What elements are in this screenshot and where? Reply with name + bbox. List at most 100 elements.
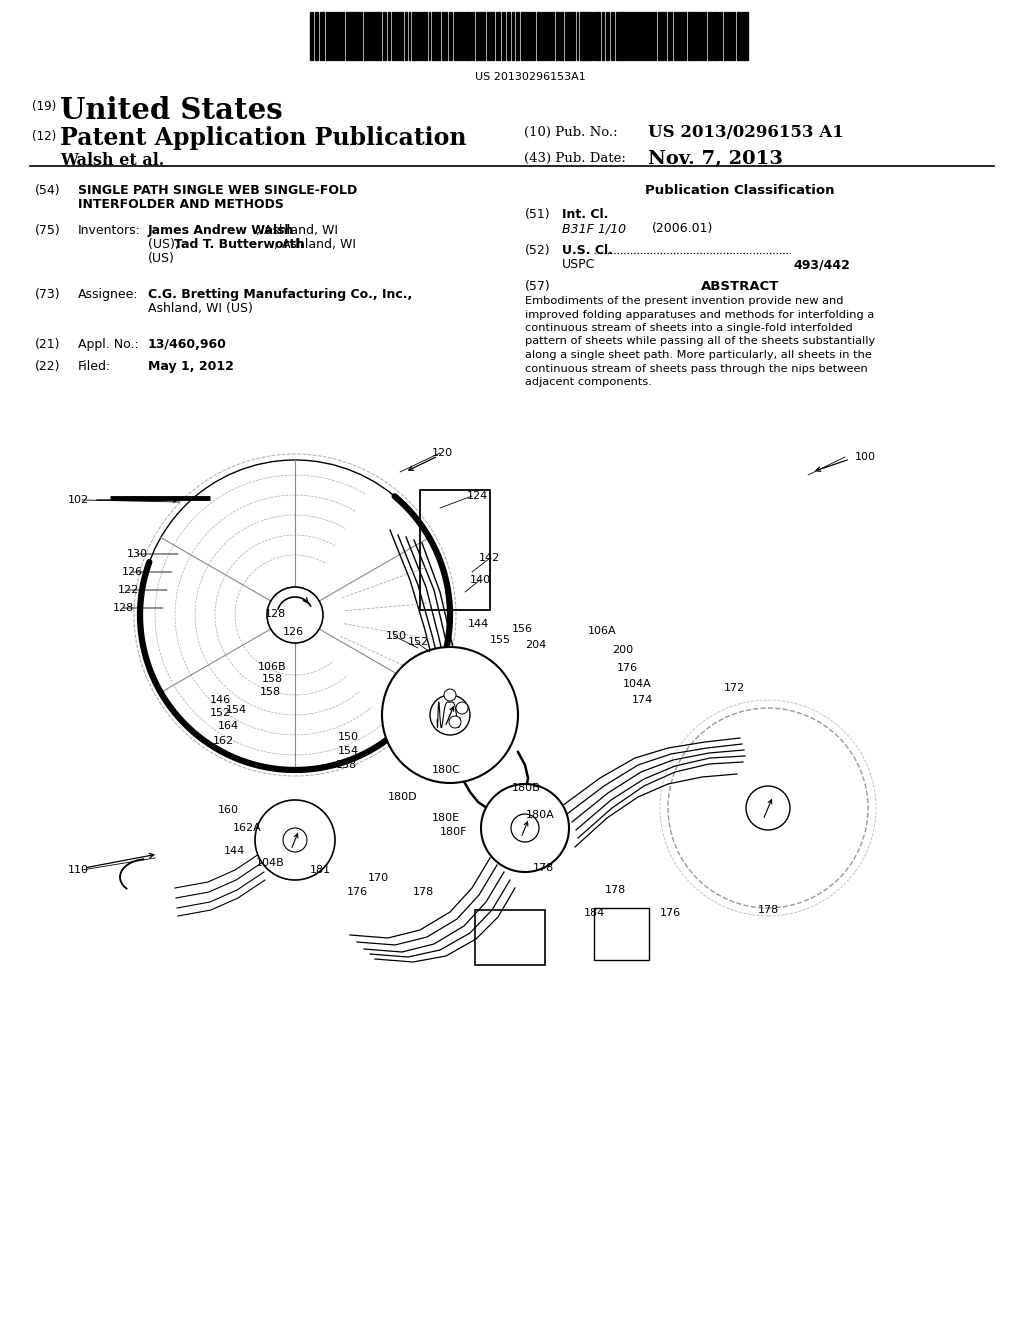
Bar: [590, 12, 592, 59]
Bar: [412, 12, 415, 59]
Text: US 2013/0296153 A1: US 2013/0296153 A1: [648, 124, 844, 141]
Text: 102: 102: [68, 495, 89, 506]
Text: 155: 155: [490, 635, 511, 645]
Text: (51): (51): [525, 209, 551, 220]
Bar: [350, 12, 353, 59]
Text: INTERFOLDER AND METHODS: INTERFOLDER AND METHODS: [78, 198, 284, 211]
Bar: [602, 12, 604, 59]
Bar: [420, 490, 490, 610]
Text: 176: 176: [617, 663, 638, 673]
Bar: [597, 12, 600, 59]
Text: C.G. Bretting Manufacturing Co., Inc.,: C.G. Bretting Manufacturing Co., Inc.,: [148, 288, 413, 301]
Text: , Ashland, WI: , Ashland, WI: [256, 224, 338, 238]
Circle shape: [283, 828, 307, 851]
Bar: [475, 909, 545, 965]
Bar: [378, 12, 381, 59]
Text: 204: 204: [525, 640, 546, 649]
Bar: [406, 12, 407, 59]
Bar: [625, 12, 627, 59]
Bar: [527, 12, 529, 59]
Text: 493/442: 493/442: [793, 257, 850, 271]
Text: 120: 120: [432, 447, 454, 458]
Circle shape: [511, 814, 539, 842]
Text: 180A: 180A: [526, 810, 555, 820]
Text: 104A: 104A: [623, 678, 651, 689]
Circle shape: [382, 647, 518, 783]
Text: 178: 178: [413, 887, 434, 898]
Text: 158: 158: [336, 760, 357, 770]
Text: 178: 178: [758, 906, 779, 915]
Text: 150: 150: [338, 733, 359, 742]
Bar: [339, 12, 341, 59]
Bar: [569, 12, 572, 59]
Bar: [476, 12, 478, 59]
Bar: [342, 12, 344, 59]
Text: 154: 154: [338, 746, 359, 756]
Text: along a single sheet path. More particularly, all sheets in the: along a single sheet path. More particul…: [525, 350, 871, 360]
Bar: [699, 12, 701, 59]
Text: 180F: 180F: [440, 828, 468, 837]
Text: (57): (57): [525, 280, 551, 293]
Bar: [364, 12, 367, 59]
Bar: [688, 12, 690, 59]
Bar: [401, 12, 403, 59]
Bar: [374, 12, 377, 59]
Text: Assignee:: Assignee:: [78, 288, 138, 301]
Text: (54): (54): [35, 183, 60, 197]
Text: 172: 172: [724, 682, 745, 693]
Bar: [445, 12, 447, 59]
Bar: [662, 12, 664, 59]
Text: 154: 154: [226, 705, 247, 715]
Text: 144: 144: [468, 619, 489, 630]
Text: 184: 184: [584, 908, 605, 917]
Text: SINGLE PATH SINGLE WEB SINGLE-FOLD: SINGLE PATH SINGLE WEB SINGLE-FOLD: [78, 183, 357, 197]
Bar: [438, 12, 440, 59]
Bar: [487, 12, 489, 59]
Bar: [537, 12, 539, 59]
Text: 144: 144: [224, 846, 246, 855]
Text: Walsh et al.: Walsh et al.: [60, 152, 164, 169]
Text: Inventors:: Inventors:: [78, 224, 141, 238]
Text: Publication Classification: Publication Classification: [645, 183, 835, 197]
Text: 104B: 104B: [256, 858, 285, 869]
Bar: [556, 12, 559, 59]
Bar: [507, 12, 510, 59]
Bar: [733, 12, 735, 59]
Text: US 20130296153A1: US 20130296153A1: [475, 73, 586, 82]
Bar: [548, 12, 550, 59]
Bar: [357, 12, 359, 59]
Bar: [434, 12, 437, 59]
Text: (43) Pub. Date:: (43) Pub. Date:: [524, 152, 626, 165]
Text: ABSTRACT: ABSTRACT: [700, 280, 779, 293]
Text: 176: 176: [660, 908, 681, 917]
Text: 180C: 180C: [432, 766, 461, 775]
Bar: [737, 12, 740, 59]
Text: 174: 174: [632, 696, 653, 705]
Text: 181: 181: [310, 865, 331, 875]
Text: 126: 126: [122, 568, 143, 577]
Text: 152: 152: [210, 708, 231, 718]
Bar: [521, 12, 523, 59]
Text: improved folding apparatuses and methods for interfolding a: improved folding apparatuses and methods…: [525, 309, 874, 319]
Text: 176: 176: [347, 887, 368, 898]
Bar: [396, 12, 398, 59]
Text: pattern of sheets while passing all of the sheets substantially: pattern of sheets while passing all of t…: [525, 337, 876, 346]
Bar: [746, 12, 748, 59]
Text: 150: 150: [386, 631, 407, 642]
Bar: [560, 12, 563, 59]
Text: (10) Pub. No.:: (10) Pub. No.:: [524, 125, 617, 139]
Bar: [465, 12, 468, 59]
Bar: [322, 12, 324, 59]
Bar: [651, 12, 653, 59]
Bar: [315, 12, 318, 59]
Text: (US): (US): [148, 252, 175, 265]
Text: 128: 128: [265, 609, 287, 619]
Bar: [694, 12, 696, 59]
Text: 146: 146: [210, 696, 231, 705]
Text: continuous stream of sheets pass through the nips between: continuous stream of sheets pass through…: [525, 363, 867, 374]
Bar: [594, 908, 649, 960]
Text: , Ashland, WI: , Ashland, WI: [274, 238, 356, 251]
Bar: [388, 12, 390, 59]
Text: United States: United States: [60, 96, 283, 125]
Bar: [635, 12, 637, 59]
